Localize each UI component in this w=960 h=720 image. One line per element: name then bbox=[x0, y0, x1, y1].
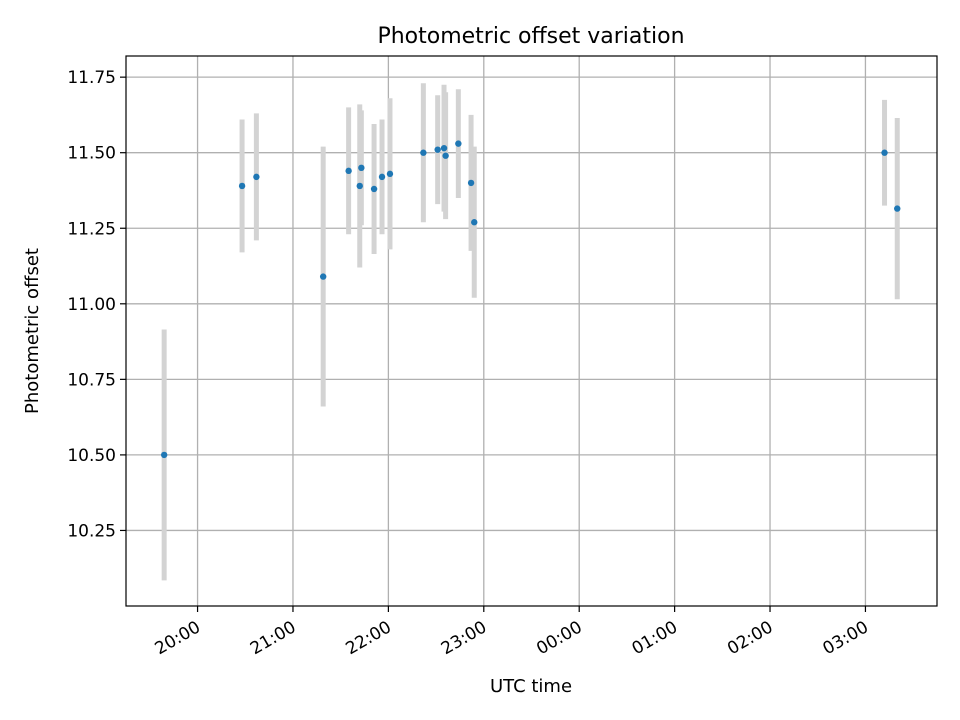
data-point bbox=[420, 149, 427, 156]
data-point bbox=[881, 149, 888, 156]
data-point bbox=[345, 167, 352, 175]
y-tick-label: 11.50 bbox=[67, 144, 116, 164]
y-tick-label: 11.00 bbox=[67, 295, 116, 315]
data-point bbox=[442, 152, 449, 159]
data-point bbox=[471, 219, 478, 226]
data-point bbox=[160, 451, 168, 459]
y-axis: 10.25 10.50 10.75 11.00 11.25 11.50 11.75 bbox=[67, 68, 126, 541]
y-axis-label: Photometric offset bbox=[22, 248, 43, 414]
y-tick-label: 10.75 bbox=[67, 370, 116, 390]
data-point bbox=[467, 179, 475, 187]
data-point bbox=[358, 164, 365, 172]
data-point bbox=[455, 140, 462, 147]
y-tick-label: 10.50 bbox=[67, 446, 116, 466]
data-point bbox=[440, 144, 448, 152]
y-tick-label: 11.75 bbox=[67, 68, 116, 88]
plot-frame bbox=[125, 55, 938, 607]
data-point bbox=[894, 205, 901, 212]
y-tick-label: 10.25 bbox=[67, 521, 116, 541]
data-point bbox=[386, 170, 394, 178]
data-point bbox=[370, 185, 378, 193]
data-point bbox=[356, 182, 363, 190]
chart-title: Photometric offset variation bbox=[377, 24, 684, 49]
x-axis-label: UTC time bbox=[490, 676, 572, 697]
data-point bbox=[238, 182, 246, 190]
y-tick-label: 11.25 bbox=[67, 219, 116, 239]
grid bbox=[126, 56, 937, 606]
data-points bbox=[160, 140, 901, 459]
data-point bbox=[434, 146, 441, 153]
data-point bbox=[253, 173, 260, 181]
data-point bbox=[319, 273, 327, 280]
data-point bbox=[378, 173, 386, 181]
